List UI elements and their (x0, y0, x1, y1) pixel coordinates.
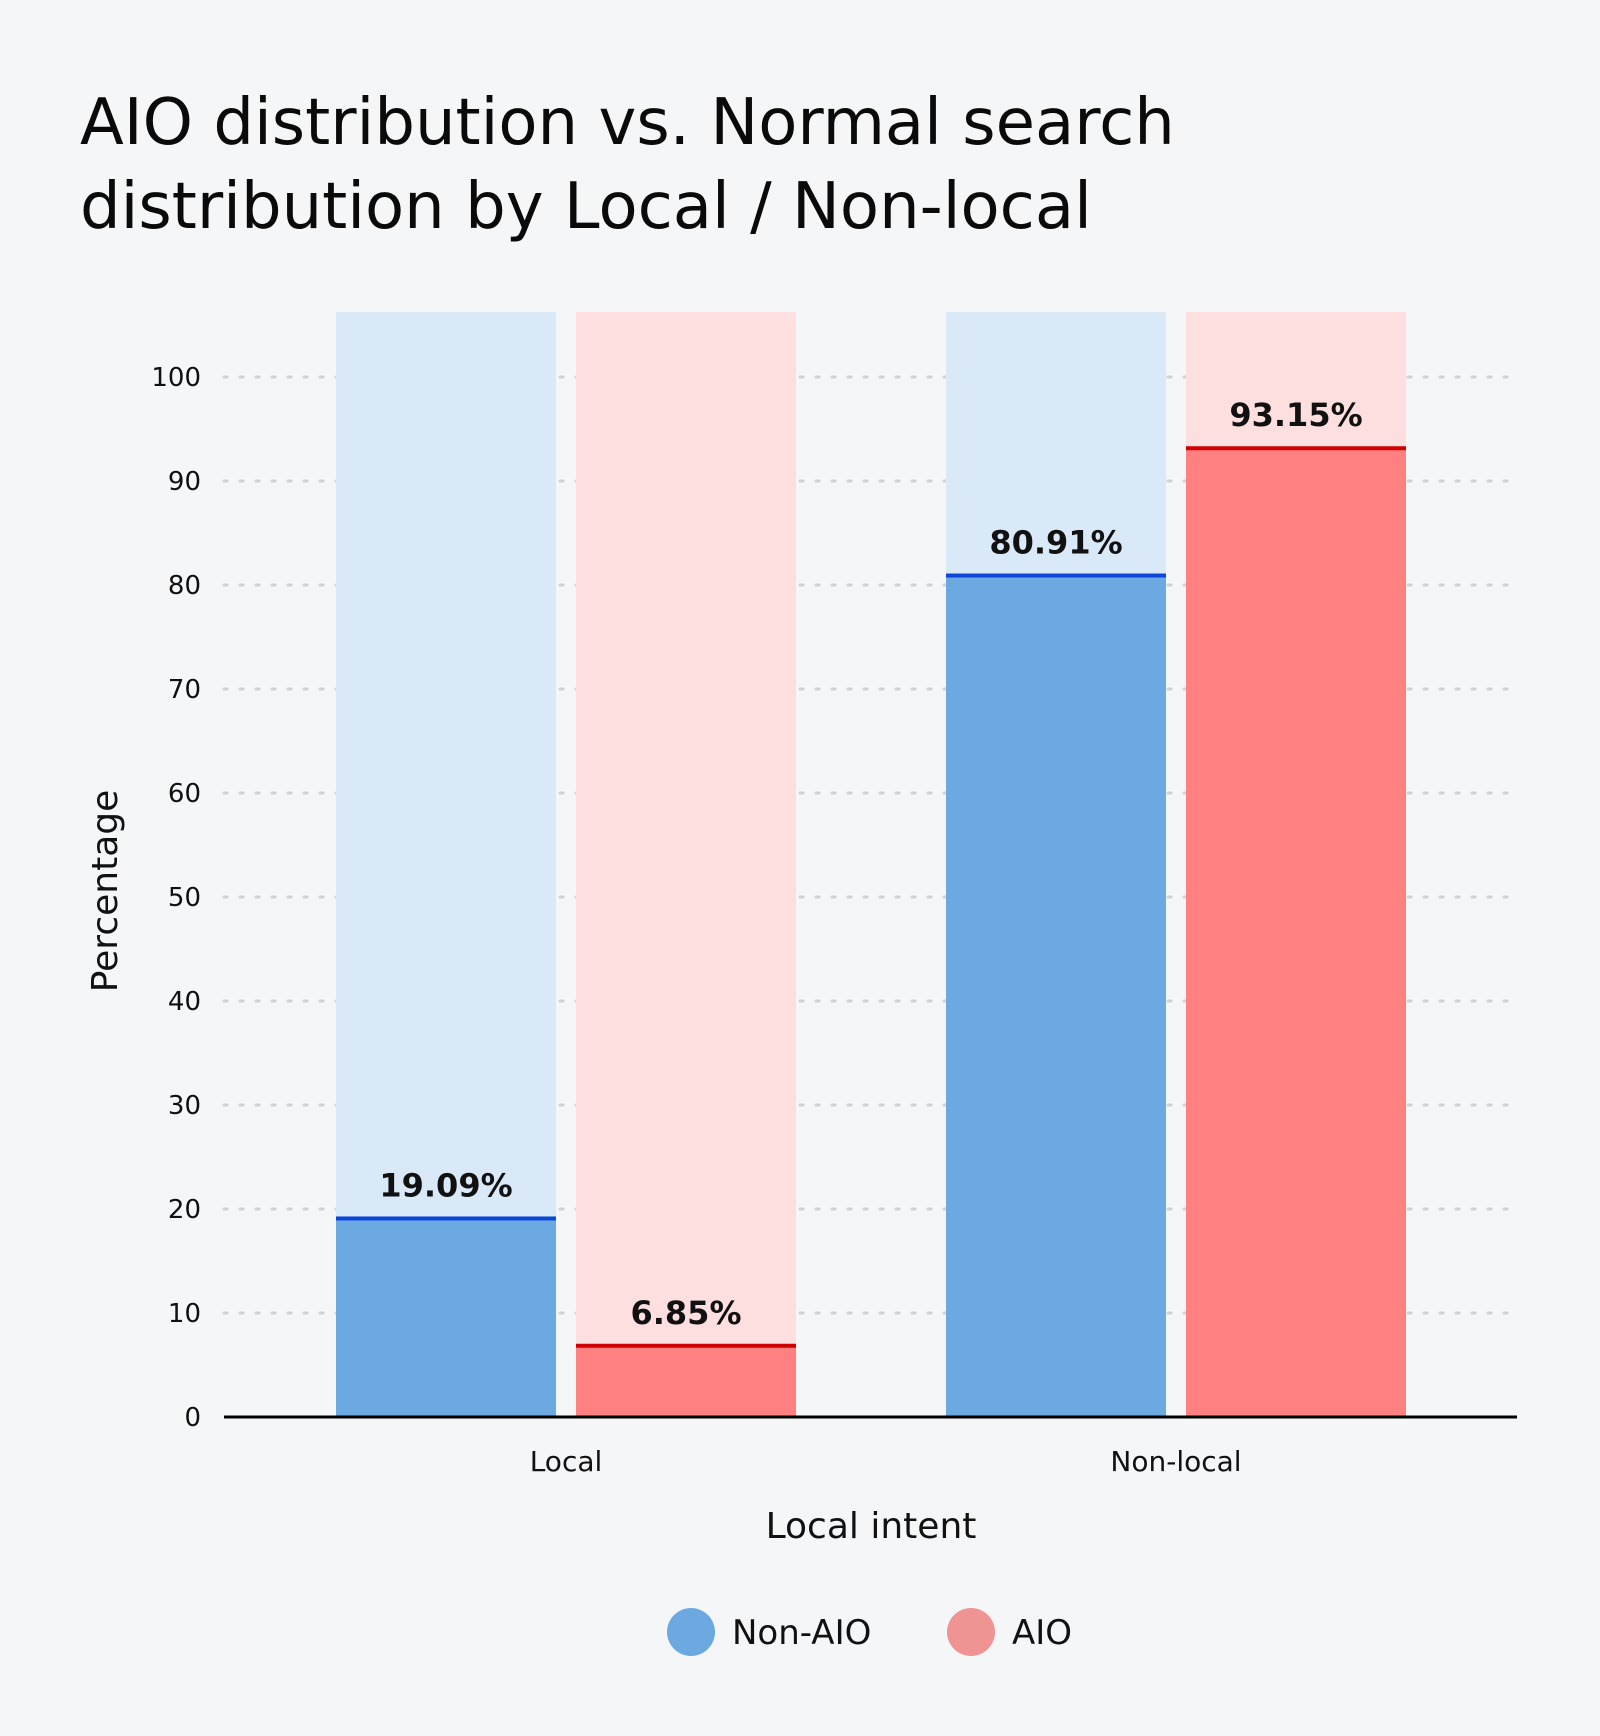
y-tick-label: 20 (168, 1195, 201, 1225)
y-axis-label: Percentage (85, 790, 126, 993)
y-tick-label: 50 (168, 883, 201, 913)
legend: Non-AIO AIO (667, 1608, 1072, 1656)
y-tick-label: 100 (151, 363, 201, 393)
x-tick-label: Non-local (1110, 1445, 1241, 1478)
data-label: 93.15% (1229, 396, 1362, 434)
legend-swatch (667, 1608, 715, 1656)
chart-title-line-1: AIO distribution vs. Normal search (80, 86, 1175, 160)
y-tick-label: 70 (168, 675, 201, 705)
bar-top-line (576, 1343, 796, 1348)
y-tick-label: 10 (168, 1299, 201, 1329)
bar-top-line (1186, 446, 1406, 451)
data-label: 80.91% (989, 524, 1122, 562)
data-label: 6.85% (630, 1294, 741, 1332)
y-tick-label: 0 (184, 1403, 201, 1433)
chart-title-line-2: distribution by Local / Non-local (80, 170, 1092, 244)
data-label: 19.09% (379, 1166, 512, 1204)
y-tick-label: 80 (168, 571, 201, 601)
y-tick-label: 40 (168, 987, 201, 1017)
y-tick-label: 60 (168, 779, 201, 809)
bar-aio-non-local (1186, 448, 1406, 1417)
x-tick-label: Local (530, 1445, 603, 1478)
bar-top-line (946, 573, 1166, 578)
legend-label: Non-AIO (732, 1613, 871, 1653)
bar-background (576, 312, 796, 1417)
bar-aio-local (576, 1345, 796, 1417)
y-tick-label: 30 (168, 1091, 201, 1121)
bar-non-aio-non-local (946, 575, 1166, 1417)
y-tick-label: 90 (168, 467, 201, 497)
x-axis-label: Local intent (766, 1506, 977, 1547)
legend-swatch (947, 1608, 995, 1656)
bar-non-aio-local (336, 1218, 556, 1417)
bar-top-line (336, 1216, 556, 1221)
legend-label: AIO (1012, 1613, 1072, 1653)
